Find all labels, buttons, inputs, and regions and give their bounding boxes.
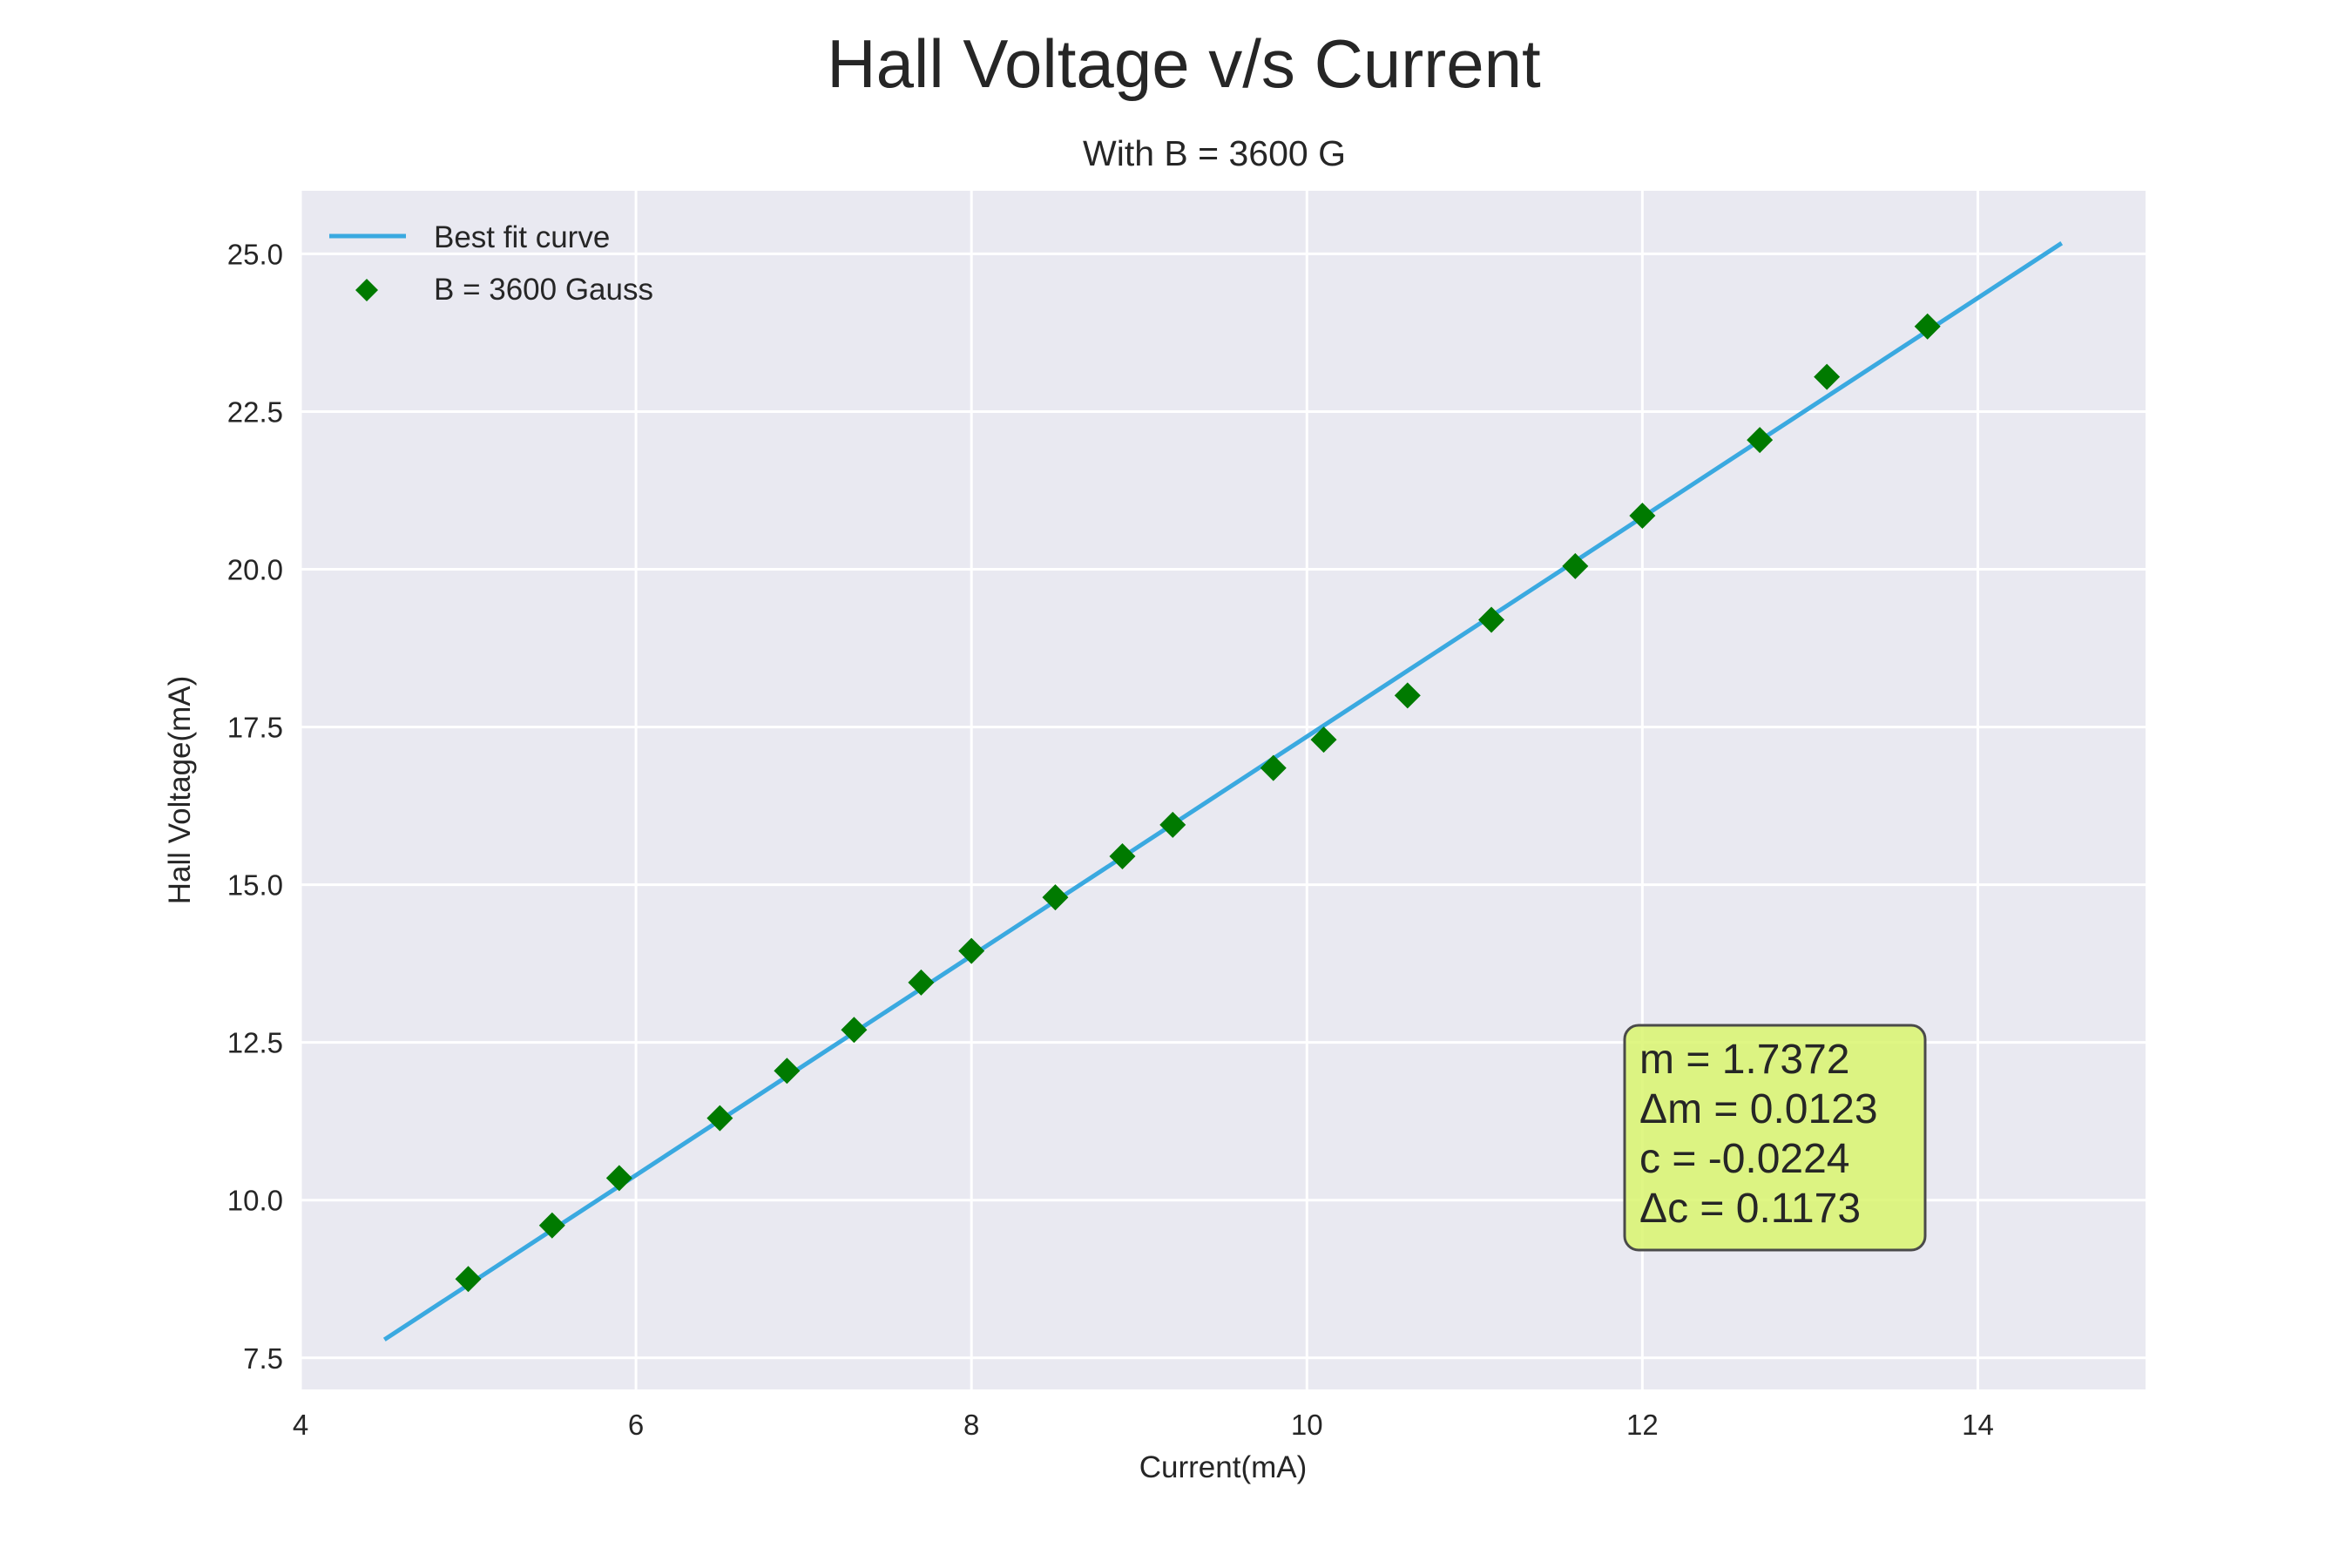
data-point [1109,843,1136,870]
data-point [1629,502,1656,529]
data-point [455,1266,482,1293]
data-point [841,1017,868,1044]
grid-lines [299,191,2146,1389]
data-point [538,1212,565,1239]
data-point [774,1058,801,1085]
data-point [1310,727,1337,754]
x-tick-label: 8 [963,1409,979,1441]
stats-box-background [1623,1024,1927,1252]
stats-annotation-box: m = 1.7372 Δm = 0.0123 c = -0.0224 Δc = … [1623,1024,1927,1252]
data-point [908,969,935,996]
y-tick-label: 25.0 [227,238,283,270]
x-tick-label: 6 [628,1409,644,1441]
y-tick-label: 7.5 [243,1342,283,1375]
data-point [1159,811,1186,838]
data-point [1478,606,1505,633]
stats-line-dm: Δm = 0.0123 [1639,1086,1878,1132]
data-point [1814,363,1841,390]
y-axis-label: Hall Voltage(mA) [163,676,197,905]
chart-suptitle: Hall Voltage v/s Current [827,25,1541,102]
data-point [1394,682,1421,709]
data-point [706,1105,733,1132]
y-tick-label: 12.5 [227,1027,283,1059]
stats-line-dc: Δc = 0.1173 [1639,1186,1861,1232]
stats-line-c: c = -0.0224 [1639,1136,1850,1182]
series-layer [382,241,2064,1342]
data-point [1042,884,1069,911]
stats-line-m: m = 1.7372 [1639,1037,1850,1083]
y-tick-labels: 7.5 10.0 12.5 15.0 17.5 20.0 22.5 25.0 [227,238,283,1374]
x-tick-label: 4 [293,1409,308,1441]
data-point [958,937,985,964]
y-tick-label: 17.5 [227,712,283,744]
chart-title: With B = 3600 G [1083,133,1346,173]
legend-label-data: B = 3600 Gauss [434,273,653,307]
y-tick-label: 20.0 [227,554,283,586]
y-tick-label: 22.5 [227,395,283,428]
x-axis-label: Current(mA) [1139,1450,1308,1484]
y-tick-label: 10.0 [227,1185,283,1217]
legend-label-best-fit: Best fit curve [434,220,610,254]
y-tick-label: 15.0 [227,869,283,902]
data-point [1562,552,1589,579]
data-point [605,1165,632,1192]
data-point [1747,427,1774,454]
data-point [1260,754,1287,781]
legend: Best fit curve B = 3600 Gauss [329,220,653,307]
x-tick-label: 14 [1962,1409,1994,1441]
x-tick-labels: 4 6 8 10 12 14 [293,1409,1994,1441]
x-tick-label: 10 [1291,1409,1323,1441]
best-fit-line [382,241,2064,1342]
legend-diamond-swatch [355,279,378,301]
x-tick-label: 12 [1626,1409,1659,1441]
data-point [1914,313,1941,340]
